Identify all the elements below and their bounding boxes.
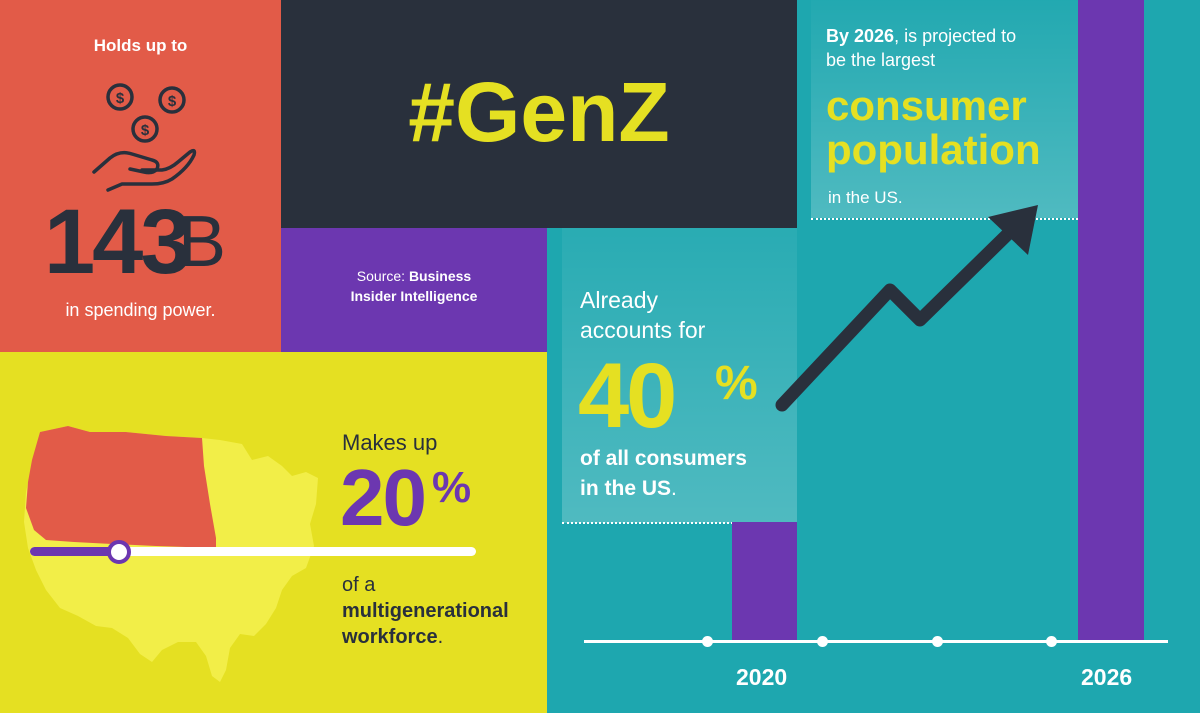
consumers-now-period: .	[671, 477, 677, 500]
consumers-now-divider	[562, 522, 797, 524]
workforce-caption: of a multigenerational workforce.	[342, 572, 509, 650]
bar-2026	[1078, 0, 1144, 643]
source-name-line1: Business	[408, 268, 472, 284]
title-panel	[281, 0, 797, 228]
workforce-of-a: of a	[342, 574, 376, 596]
projection-text3: in the US.	[828, 188, 903, 207]
timeline-tick	[1046, 636, 1057, 647]
source-label: Source:	[356, 268, 406, 284]
consumers-now-line1: Already	[580, 287, 658, 313]
consumers-now-line2: accounts for	[580, 317, 706, 343]
projection-year: By 2026	[826, 26, 895, 46]
projection-highlight: consumer population	[826, 84, 1041, 172]
workforce-progress-track	[30, 547, 476, 556]
workforce-bold-line: multigenerational	[342, 600, 509, 622]
source-name-line2: Insider Intelligence	[350, 288, 478, 304]
timeline-tick	[702, 636, 713, 647]
spending-caption: in spending power.	[65, 300, 216, 320]
projection-highlight1: consumer	[826, 82, 1027, 129]
workforce-progress-knob	[107, 540, 132, 564]
source-note: Source: Business Insider Intelligence	[281, 266, 547, 306]
timeline-year-2026: 2026	[1081, 664, 1133, 690]
usa-map-icon	[24, 426, 318, 682]
spending-panel	[0, 0, 281, 352]
timeline-year-2020: 2020	[736, 664, 788, 690]
spending-amount: 143	[44, 191, 191, 293]
consumers-now-intro: Already accounts for	[580, 285, 705, 345]
consumers-now-percent-sign: %	[715, 357, 758, 410]
svg-text:$: $	[116, 90, 125, 107]
consumers-now-line3: of all consumers	[580, 447, 747, 470]
projection-intro: By 2026, is projected to be the largest	[826, 24, 1066, 72]
consumers-now-line4: in the US	[580, 477, 672, 500]
spending-unit: B	[178, 202, 227, 282]
workforce-last-line: workforce	[342, 626, 438, 648]
source-panel	[281, 228, 547, 352]
workforce-percent: 20	[340, 453, 427, 542]
workforce-percent-sign: %	[432, 463, 472, 512]
consumers-now-caption: of all consumers in the US.	[580, 444, 747, 504]
projection-divider	[811, 218, 1078, 220]
consumers-now-box	[562, 228, 797, 523]
workforce-intro: Makes up	[342, 430, 438, 455]
money-hand-icon: $ $ $	[92, 83, 197, 192]
projection-text2: be the largest	[826, 50, 936, 70]
page-title: #GenZ	[408, 65, 670, 159]
svg-text:$: $	[168, 93, 177, 110]
svg-text:$: $	[141, 122, 150, 139]
consumers-now-percent: 40	[578, 345, 677, 447]
timeline-tick	[817, 636, 828, 647]
bar-2020	[732, 522, 797, 643]
projection-text1: , is projected to	[894, 26, 1017, 46]
spending-intro: Holds up to	[93, 36, 188, 55]
timeline-line	[584, 640, 1168, 643]
workforce-period: .	[437, 626, 444, 648]
workforce-progress-fill	[30, 547, 120, 556]
trend-arrow-icon	[775, 205, 1038, 412]
projection-box	[811, 0, 1078, 218]
projection-highlight2: population	[826, 126, 1041, 173]
timeline-tick	[932, 636, 943, 647]
